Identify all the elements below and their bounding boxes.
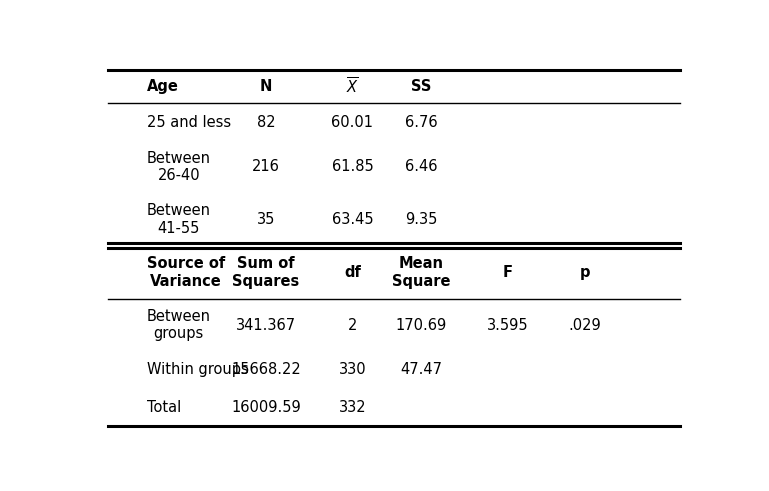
Text: Between
26-40: Between 26-40 <box>147 151 211 183</box>
Text: 60.01: 60.01 <box>331 114 374 130</box>
Text: 2: 2 <box>348 318 357 332</box>
Text: Mean
Square: Mean Square <box>391 256 450 289</box>
Text: 3.595: 3.595 <box>487 318 528 332</box>
Text: Age: Age <box>147 80 178 94</box>
Text: Total: Total <box>147 400 181 414</box>
Text: 170.69: 170.69 <box>395 318 447 332</box>
Text: 332: 332 <box>338 400 366 414</box>
Text: 6.46: 6.46 <box>404 160 438 174</box>
Text: $\overline{X}$: $\overline{X}$ <box>346 77 359 97</box>
Text: 341.367: 341.367 <box>236 318 296 332</box>
Text: 63.45: 63.45 <box>331 212 373 227</box>
Text: df: df <box>344 265 361 280</box>
Text: 35: 35 <box>257 212 275 227</box>
Text: Between
groups: Between groups <box>147 309 211 341</box>
Text: 16009.59: 16009.59 <box>231 400 301 414</box>
Text: 47.47: 47.47 <box>400 362 442 378</box>
Text: F: F <box>502 265 512 280</box>
Text: 216: 216 <box>252 160 280 174</box>
Text: Within groups: Within groups <box>147 362 248 378</box>
Text: Sum of
Squares: Sum of Squares <box>232 256 300 289</box>
Text: N: N <box>260 80 272 94</box>
Text: Between
41-55: Between 41-55 <box>147 203 211 236</box>
Text: 6.76: 6.76 <box>404 114 438 130</box>
Text: 25 and less: 25 and less <box>147 114 231 130</box>
Text: SS: SS <box>411 80 431 94</box>
Text: 15668.22: 15668.22 <box>231 362 301 378</box>
Text: p: p <box>580 265 590 280</box>
Text: 330: 330 <box>338 362 366 378</box>
Text: 61.85: 61.85 <box>331 160 373 174</box>
Text: 82: 82 <box>257 114 275 130</box>
Text: .029: .029 <box>568 318 601 332</box>
Text: Source of
Variance: Source of Variance <box>147 256 225 289</box>
Text: 9.35: 9.35 <box>404 212 437 227</box>
